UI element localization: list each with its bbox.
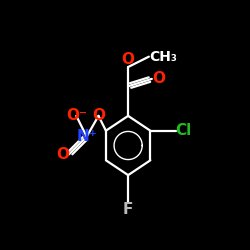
Text: O⁻: O⁻ bbox=[66, 108, 87, 124]
Text: O: O bbox=[92, 108, 105, 124]
Text: F: F bbox=[123, 202, 133, 217]
Text: O: O bbox=[56, 147, 69, 162]
Text: N⁺: N⁺ bbox=[76, 129, 97, 144]
Text: O: O bbox=[152, 71, 165, 86]
Text: CH₃: CH₃ bbox=[149, 50, 177, 64]
Text: O: O bbox=[122, 52, 134, 67]
Text: Cl: Cl bbox=[176, 123, 192, 138]
